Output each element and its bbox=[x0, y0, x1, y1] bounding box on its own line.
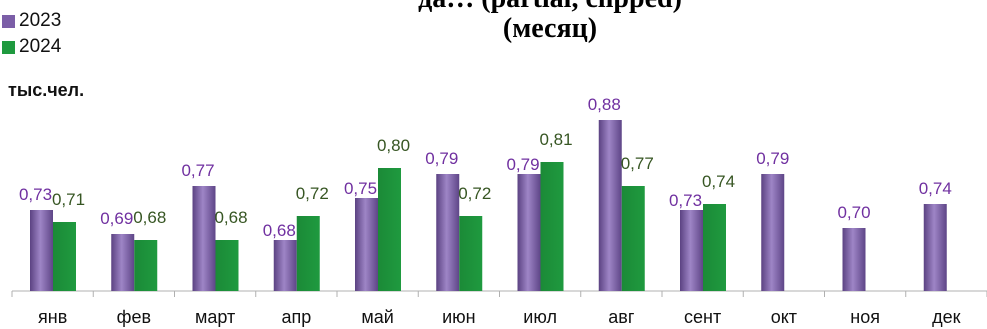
legend: 2023 2024 bbox=[2, 8, 61, 60]
x-tick-label-фев: фев bbox=[117, 307, 151, 327]
bar-2023-сент bbox=[680, 210, 703, 291]
legend-item-2024: 2024 bbox=[2, 34, 61, 60]
bar-2024-авг bbox=[621, 186, 645, 291]
value-label-2024-апр: 0,72 bbox=[296, 184, 329, 203]
value-label-2024-июл: 0,81 bbox=[539, 130, 572, 149]
value-label-2024-авг: 0,77 bbox=[621, 154, 654, 173]
legend-label-2023: 2023 bbox=[19, 10, 62, 31]
x-tick-label-май: май bbox=[361, 307, 393, 327]
bar-2024-фев bbox=[134, 240, 158, 291]
bar-2024-март bbox=[215, 240, 239, 291]
x-tick-label-сент: сент bbox=[684, 307, 721, 327]
value-label-2024-сент: 0,74 bbox=[702, 172, 735, 191]
chart-title: да… (partial, clipped) (месяц) bbox=[390, 0, 710, 44]
value-label-2023-сент: 0,73 bbox=[669, 191, 702, 210]
legend-item-2023: 2023 bbox=[2, 8, 61, 34]
chart-title-line1: да… (partial, clipped) bbox=[390, 0, 710, 14]
x-tick-label-окт: окт bbox=[771, 307, 797, 327]
value-label-2024-янв: 0,71 bbox=[52, 190, 85, 209]
value-label-2023-апр: 0,68 bbox=[263, 221, 296, 240]
value-label-2024-фев: 0,68 bbox=[133, 208, 166, 227]
x-tick-label-апр: апр bbox=[281, 307, 311, 327]
legend-swatch-2024 bbox=[2, 40, 15, 54]
value-label-2023-март: 0,77 bbox=[181, 161, 214, 180]
value-labels: 0,73 0,710,69 0,680,770,680,680,72 0,750,80… bbox=[19, 95, 952, 240]
unit-label: тыс.чел. bbox=[8, 80, 85, 100]
bar-2023-ноя bbox=[842, 228, 866, 291]
bar-2023-июн bbox=[436, 174, 460, 291]
chart-title-line2: (месяц) bbox=[502, 13, 598, 44]
value-label-2023-дек: 0,74 bbox=[919, 179, 952, 198]
value-label-2024-май: 0,80 bbox=[377, 136, 410, 155]
bar-2024-май bbox=[378, 168, 401, 291]
value-label-2023-июл: 0,79 bbox=[506, 155, 539, 174]
x-tick-label-авг: авг bbox=[608, 307, 635, 327]
bar-2023-апр bbox=[273, 240, 297, 291]
x-tick-label-март: март bbox=[195, 307, 235, 327]
bar-2023-дек bbox=[923, 204, 947, 291]
value-label-2023-окт: 0,79 bbox=[756, 149, 789, 168]
bar-2024-янв bbox=[53, 222, 76, 291]
bar-2023-март bbox=[192, 186, 216, 291]
value-label-2023-фев: 0,69 bbox=[100, 209, 133, 228]
x-tick-labels: янв фев март апр май июн июл авг сент окт ноя дек bbox=[38, 307, 961, 327]
bar-2023-май bbox=[355, 198, 378, 291]
x-tick-label-июн: июн bbox=[442, 307, 476, 327]
bar-2024-июн bbox=[459, 216, 483, 291]
x-tick-label-ноя: ноя bbox=[850, 307, 880, 327]
value-label-2023-янв: 0,73 bbox=[19, 185, 52, 204]
bar-2023-июл bbox=[517, 174, 541, 291]
legend-swatch-2023 bbox=[2, 14, 15, 28]
bar-2023-янв bbox=[30, 210, 53, 291]
x-tick-label-дек: дек bbox=[932, 307, 961, 327]
value-label-2023-ноя: 0,70 bbox=[837, 203, 870, 222]
bar-2023-окт bbox=[761, 174, 785, 291]
value-label-2023-май: 0,75 bbox=[344, 179, 377, 198]
bar-2024-июл bbox=[540, 162, 564, 291]
bar-2024-апр bbox=[296, 216, 320, 291]
bars bbox=[30, 120, 947, 291]
bar-2023-фев bbox=[111, 234, 135, 291]
value-label-2024-март: 0,68 bbox=[214, 208, 247, 227]
value-label-2024-июн: 0,72 bbox=[458, 184, 491, 203]
bar-2023-авг bbox=[598, 120, 622, 291]
bar-2024-сент bbox=[703, 204, 726, 291]
x-axis bbox=[11, 290, 987, 297]
legend-label-2024: 2024 bbox=[19, 36, 62, 57]
x-tick-label-янв: янв bbox=[38, 307, 67, 327]
value-label-2023-июн: 0,79 bbox=[425, 149, 458, 168]
value-label-2023-авг: 0,88 bbox=[588, 95, 621, 114]
x-tick-label-июл: июл bbox=[523, 307, 557, 327]
